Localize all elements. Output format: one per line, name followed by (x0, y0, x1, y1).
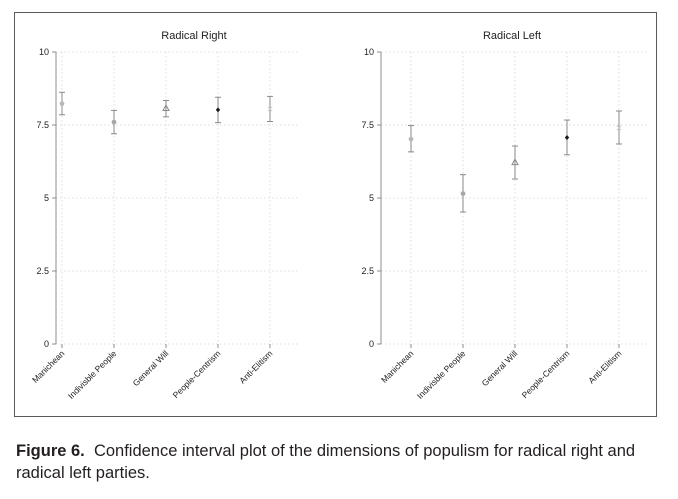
estimate-point (511, 158, 519, 166)
estimate-point (616, 125, 622, 131)
figure-caption: Figure 6. Confidence interval plot of th… (16, 440, 666, 484)
figure-frame: Radical Right 0 2.5 5 7.5 10 Manichean Indivisb… (14, 12, 657, 417)
y-tick-label: 0 (369, 339, 374, 349)
x-category-label: Indivisble People (415, 348, 468, 401)
y-tick-label: 2.5 (36, 266, 49, 276)
estimate-point (111, 119, 117, 125)
estimate-point (564, 134, 570, 141)
estimate-point (162, 104, 170, 112)
x-category-label: Indivisble People (66, 348, 119, 401)
x-category-label: Manichean (30, 348, 67, 385)
x-category-label: General Will (480, 348, 520, 388)
estimate-point (215, 107, 221, 113)
x-category-label: Anti-Elitism (586, 348, 623, 385)
y-tick-label: 7.5 (361, 120, 374, 130)
x-category-label: Anti-Elitism (237, 348, 274, 385)
x-category-label: Manichean (379, 348, 416, 385)
estimate-point (408, 136, 414, 142)
caption-label: Figure 6. (16, 442, 85, 460)
y-tick-label: 0 (44, 339, 49, 349)
estimate-point (59, 101, 65, 107)
y-tick-label: 5 (44, 193, 49, 203)
y-tick-label: 2.5 (361, 266, 374, 276)
estimate-point (267, 106, 273, 112)
x-category-label: People-Centrism (171, 348, 223, 400)
x-category-label: People-Centrism (520, 348, 572, 400)
x-category-label: General Will (131, 348, 171, 388)
y-tick-label: 7.5 (36, 120, 49, 130)
y-tick-label: 10 (39, 47, 49, 57)
panel-title: Radical Left (483, 30, 541, 42)
y-tick-label: 10 (364, 47, 374, 57)
caption-text: Confidence interval plot of the dimensio… (16, 442, 636, 482)
y-tick-label: 5 (369, 193, 374, 203)
panel-title: Radical Right (161, 30, 226, 42)
estimate-point (460, 191, 466, 197)
